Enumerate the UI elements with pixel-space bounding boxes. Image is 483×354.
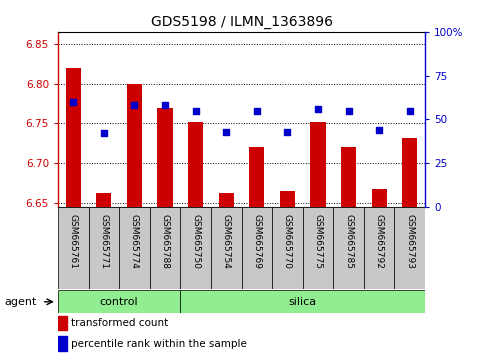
Bar [58, 290, 180, 313]
Bar [88, 207, 119, 289]
Text: transformed count: transformed count [71, 319, 168, 329]
Point [314, 106, 322, 112]
Bar [211, 207, 242, 289]
Bar [280, 191, 295, 207]
Bar [219, 193, 234, 207]
Point [100, 131, 108, 136]
Bar [249, 147, 265, 207]
Bar [311, 122, 326, 207]
Point [406, 108, 413, 114]
Text: control: control [100, 297, 139, 307]
Bar [66, 68, 81, 207]
Bar [96, 193, 112, 207]
Text: silica: silica [289, 297, 317, 307]
Text: GSM665750: GSM665750 [191, 213, 200, 269]
Point [375, 127, 383, 133]
Bar [150, 207, 180, 289]
Bar [157, 108, 173, 207]
Bar [58, 207, 88, 289]
Bar [188, 122, 203, 207]
Bar [272, 207, 303, 289]
Bar [402, 138, 417, 207]
Text: agent: agent [5, 297, 37, 307]
Title: GDS5198 / ILMN_1363896: GDS5198 / ILMN_1363896 [151, 16, 332, 29]
Bar [58, 337, 67, 351]
Text: GSM665761: GSM665761 [69, 213, 78, 269]
Bar [242, 207, 272, 289]
Text: GSM665770: GSM665770 [283, 213, 292, 269]
Bar [119, 207, 150, 289]
Bar [395, 207, 425, 289]
Point [192, 108, 199, 114]
Text: GSM665769: GSM665769 [252, 213, 261, 269]
Bar [371, 189, 387, 207]
Bar [303, 207, 333, 289]
Point [70, 99, 77, 105]
Bar [364, 207, 395, 289]
Text: percentile rank within the sample: percentile rank within the sample [71, 339, 247, 349]
Text: GSM665771: GSM665771 [99, 213, 108, 269]
Point [161, 103, 169, 108]
Bar [341, 147, 356, 207]
Point [345, 108, 353, 114]
Text: GSM665774: GSM665774 [130, 213, 139, 268]
Bar [180, 207, 211, 289]
Text: GSM665754: GSM665754 [222, 213, 231, 268]
Text: GSM665793: GSM665793 [405, 213, 414, 269]
Bar [58, 316, 67, 330]
Text: GSM665785: GSM665785 [344, 213, 353, 269]
Bar [127, 84, 142, 207]
Point [284, 129, 291, 135]
Point [253, 108, 261, 114]
Text: GSM665775: GSM665775 [313, 213, 323, 269]
Point [130, 103, 138, 108]
Text: GSM665792: GSM665792 [375, 213, 384, 268]
Point [222, 129, 230, 135]
Bar [180, 290, 425, 313]
Text: GSM665788: GSM665788 [160, 213, 170, 269]
Bar [333, 207, 364, 289]
